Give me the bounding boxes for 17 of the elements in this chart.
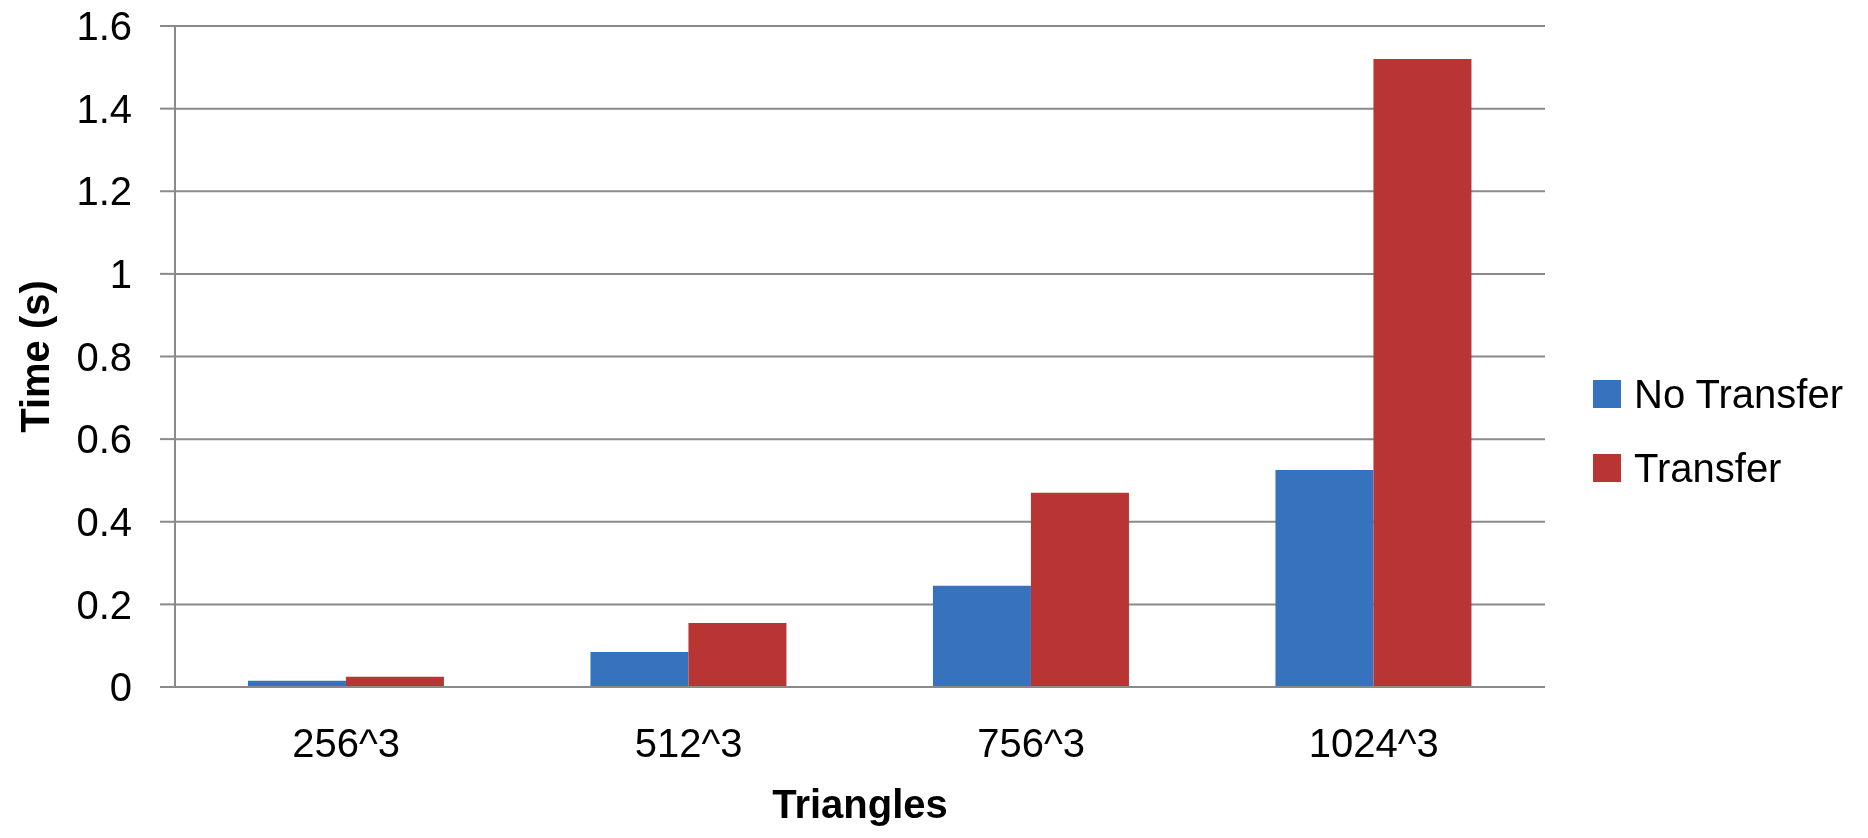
x-tick-label: 756^3: [977, 721, 1086, 766]
y-tick-label: 1: [109, 252, 132, 297]
x-axis-title: Triangles: [772, 782, 948, 826]
y-tick-label: 0.4: [76, 499, 132, 544]
y-tick-label: 0: [109, 665, 132, 710]
y-tick-label: 1.4: [76, 86, 132, 131]
y-tick-label: 0.2: [76, 582, 132, 627]
legend-label: Transfer: [1634, 445, 1782, 491]
y-tick-label: 0.8: [76, 334, 132, 379]
y-tick-label: 0.6: [76, 417, 132, 462]
legend-label: No Transfer: [1634, 371, 1843, 417]
x-tick-label: 1024^3: [1308, 721, 1439, 766]
y-axis-title: Time (s): [13, 280, 57, 433]
x-tick-label: 512^3: [634, 721, 743, 766]
x-tick-label: 256^3: [292, 721, 401, 766]
y-tick-label: 1.2: [76, 169, 132, 214]
y-tick-label: 1.6: [76, 4, 132, 49]
